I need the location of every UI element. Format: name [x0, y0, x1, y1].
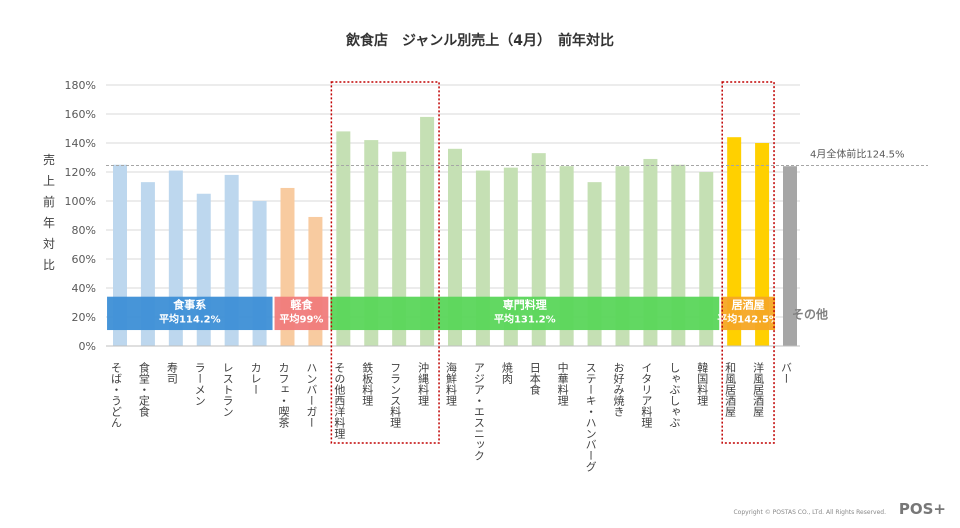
y-tick-label: 60%	[72, 253, 96, 266]
y-axis-label: 売上前年対比	[42, 153, 55, 272]
x-tick-label: 寿司	[165, 361, 178, 384]
group-label: 軽食	[290, 298, 313, 312]
group-average-label: 平均114.2%	[159, 313, 221, 326]
x-tick-label: イタリア料理	[640, 362, 653, 428]
group-label: 居酒屋	[732, 299, 765, 312]
x-tick-label: バー	[780, 362, 793, 384]
x-tick-label: カフェ・喫茶	[277, 362, 290, 428]
group-label: 専門料理	[503, 298, 547, 312]
x-tick-label: アジア・エスニック	[472, 362, 485, 461]
x-tick-label: 日本食	[528, 362, 541, 396]
bar	[783, 166, 797, 346]
reference-label: 4月全体前比124.5%	[810, 147, 905, 160]
x-tick-label: カレー	[249, 362, 262, 395]
highlight-box	[721, 81, 775, 444]
group-average-label: 平均131.2%	[494, 313, 556, 326]
y-tick-label: 40%	[72, 282, 96, 295]
x-tick-label: その他西洋料理	[333, 362, 346, 439]
x-tick-label: 焼肉	[500, 362, 513, 384]
x-tick-label: フランス料理	[389, 362, 402, 428]
y-tick-label: 0%	[79, 340, 96, 353]
group-label: 食事系	[173, 298, 206, 312]
x-tick-label: 食堂・定食	[137, 361, 150, 418]
x-tick-label: お好み焼き	[612, 362, 625, 417]
y-tick-label: 180%	[65, 79, 96, 92]
x-tick-label: 中華料理	[556, 362, 569, 406]
y-tick-label: 120%	[65, 166, 96, 179]
x-tick-label: 和風居酒屋	[724, 362, 737, 418]
x-tick-label: 鉄板料理	[361, 361, 374, 406]
x-tick-label: そば・うどん	[110, 362, 123, 428]
x-tick-label: レストラン	[221, 362, 234, 417]
x-tick-label: ステーキ・ハンバーグ	[584, 362, 597, 472]
x-tick-label: しゃぶしゃぶ	[668, 362, 681, 428]
bar	[336, 131, 351, 346]
chart-title: 飲食店 ジャンル別売上（4月） 前年対比	[345, 33, 615, 49]
group-band	[721, 296, 776, 331]
group-band	[274, 296, 329, 331]
bar	[727, 137, 742, 346]
x-tick-label: ラーメン	[193, 362, 206, 406]
bar	[420, 116, 435, 347]
group-average-label: 平均142.5%	[717, 313, 779, 326]
group-band	[330, 296, 720, 331]
y-tick-label: 100%	[65, 195, 96, 208]
highlight-box	[330, 81, 440, 444]
x-tick-label: 洋風居酒屋	[752, 361, 765, 418]
y-tick-label: 160%	[65, 108, 96, 121]
x-tick-label: 海鮮料理	[445, 361, 458, 406]
y-tick-label: 80%	[72, 224, 96, 237]
group-band	[107, 296, 273, 331]
x-tick-label: ハンバーガー	[305, 362, 318, 428]
y-tick-label: 20%	[72, 311, 96, 324]
x-tick-label: 沖縄料理	[417, 362, 430, 406]
bar	[364, 140, 379, 346]
x-tick-label: 韓国料理	[696, 362, 709, 406]
brand-logo: POS+	[898, 500, 946, 518]
y-tick-label: 140%	[65, 137, 96, 150]
copyright-text: Copyright © POSTAS CO., LTd. All Rights …	[733, 509, 886, 516]
group-label: その他	[792, 306, 828, 321]
bar	[755, 143, 770, 346]
group-average-label: 平均99%	[279, 313, 323, 326]
